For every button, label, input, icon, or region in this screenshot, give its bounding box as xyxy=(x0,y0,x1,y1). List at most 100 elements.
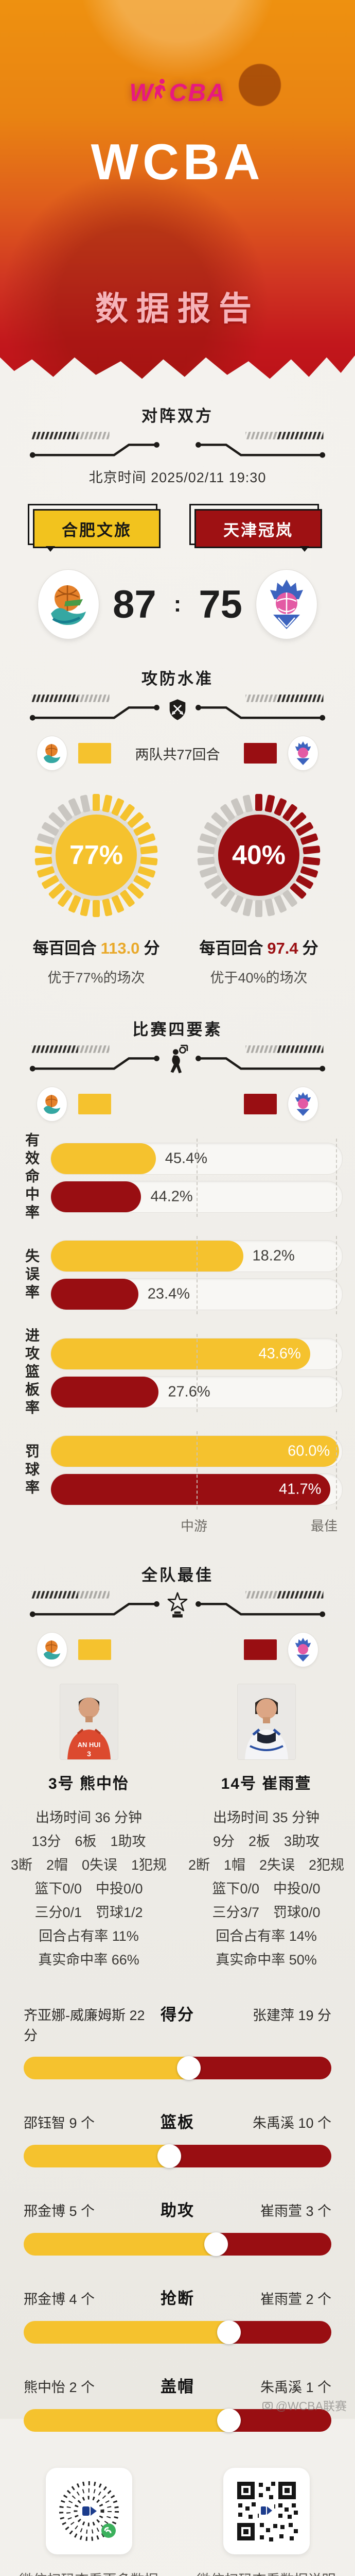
factor-group-ftr: 罚球率 60.0% 41.7% xyxy=(0,1429,355,1512)
away-share-bar xyxy=(188,2057,331,2079)
home-rating-gauge: 77% xyxy=(32,791,161,920)
away-color-swatch xyxy=(244,743,277,764)
trophy-star-icon xyxy=(167,1592,188,1618)
hero-banner: W CBA WCBA 数据报告 xyxy=(0,0,355,379)
divider-dot xyxy=(204,2232,228,2256)
qr-caption-left: 微信扫码查看更多数据 xyxy=(12,2569,166,2576)
player-stats: 出场时间 35 分钟 9分 2板 3助攻 2断 1帽 2失误 2犯规 篮下0/0… xyxy=(177,1806,355,1972)
stat-line: 真实命中率 50% xyxy=(216,1952,317,1968)
home-bar-value: 60.0% xyxy=(288,1443,330,1460)
factor-label: 进攻篮板率 xyxy=(24,1328,40,1418)
logo-text-cba: CBA xyxy=(169,79,226,107)
qr-code xyxy=(223,2468,310,2554)
away-bar-value: 41.7% xyxy=(279,1481,322,1498)
stat-line: 三分3/7 罚球0/0 xyxy=(212,1905,321,1920)
svg-text:3: 3 xyxy=(87,1750,91,1758)
home-percentile-note: 优于77%的场次 xyxy=(47,970,145,986)
factor-label: 失误率 xyxy=(24,1248,40,1302)
away-mini-logo xyxy=(288,1633,318,1667)
home-bar xyxy=(51,1338,310,1369)
home-leader: 齐亚娜-威廉姆斯 22 分 xyxy=(24,2008,145,2043)
leader-row-steals: 邢金博 4 个 抢断 崔雨萱 2 个 xyxy=(0,2285,355,2344)
stat-line: 回合占有率 11% xyxy=(39,1928,139,1944)
section-divider xyxy=(29,1044,326,1074)
best-players-row: AN HUI 3 3号 熊中怡 出场时间 36 分钟 13分 6板 1助攻 3断… xyxy=(0,1684,355,1972)
game-datetime: 北京时间 2025/02/11 19:30 xyxy=(88,470,267,485)
factor-label: 罚球率 xyxy=(24,1443,40,1498)
stat-label: 抢断 xyxy=(161,2290,194,2308)
matchup-section: 对阵双方 北京时间 2025/02/11 19:30 合肥文旅 天津冠岚 xyxy=(0,403,355,639)
away-bar xyxy=(51,1376,159,1408)
home-leader: 邢金博 4 个 xyxy=(24,2292,95,2307)
away-bar xyxy=(51,1181,141,1212)
away-leader: 朱禹溪 1 个 xyxy=(260,2380,331,2395)
teams-legend xyxy=(0,1633,355,1667)
home-team-banner: 合肥文旅 xyxy=(33,509,161,552)
divider-dot xyxy=(176,2056,201,2080)
stat-line: 三分0/1 罚球1/2 xyxy=(34,1905,143,1920)
away-bar-value: 44.2% xyxy=(150,1188,193,1205)
home-bar xyxy=(51,1241,243,1272)
comparison-bar xyxy=(24,2320,331,2344)
away-bar-value: 23.4% xyxy=(147,1285,190,1302)
player-stats: 出场时间 36 分钟 13分 6板 1助攻 3断 2帽 0失误 1犯规 篮下0/… xyxy=(0,1806,177,1972)
away-share-bar xyxy=(216,2233,331,2256)
shield-swords-icon xyxy=(169,699,186,720)
qr-caption-right: 微信扫码查看数据说明 xyxy=(189,2569,344,2576)
camera-icon xyxy=(262,2402,273,2410)
basketball-player-icon xyxy=(170,1044,188,1074)
section-divider xyxy=(29,1591,326,1618)
score-row: 87 : 75 xyxy=(0,570,355,639)
logo-text-w: W xyxy=(129,79,154,107)
home-bar-track: 18.2% xyxy=(50,1236,343,1276)
away-bar-track: 27.6% xyxy=(50,1371,343,1412)
home-share-bar xyxy=(24,2145,170,2167)
section-divider xyxy=(29,432,326,458)
home-logo-art xyxy=(51,585,86,625)
leader-row-points: 齐亚娜-威廉姆斯 22 分 得分 张建萍 19 分 xyxy=(0,2002,355,2080)
qr-data-notes: 微信扫码查看数据说明 xyxy=(189,2468,344,2576)
rating-gauges: 77% 每百回合 113.0 分 优于77%的场次 40% 每百回合 97.4 分 优于… xyxy=(0,791,355,987)
home-rating-value: 77% xyxy=(56,815,137,896)
home-bar-value: 18.2% xyxy=(252,1247,295,1264)
home-color-swatch xyxy=(78,1094,111,1114)
qr-section: 微信扫码查看更多数据 xyxy=(0,2468,355,2576)
per100-number: 97.4 xyxy=(267,939,298,957)
home-bar-track: 45.4% xyxy=(50,1138,343,1179)
player-photo xyxy=(237,1684,295,1759)
home-mini-logo xyxy=(37,1633,67,1667)
away-per100: 每百回合 97.4 分 xyxy=(189,935,328,958)
percentile-axis: 中游 最佳 xyxy=(50,1516,338,1534)
away-best-player: 14号 崔雨萱 出场时间 35 分钟 9分 2板 3助攻 2断 1帽 2失误 2… xyxy=(177,1684,355,1972)
home-share-bar xyxy=(24,2057,189,2079)
wcba-league-logo: W CBA xyxy=(0,78,355,107)
section-title-team-best: 全队最佳 xyxy=(141,1566,214,1584)
home-share-bar xyxy=(24,2321,229,2344)
away-share-bar xyxy=(228,2321,331,2344)
axis-label-best: 最佳 xyxy=(310,1518,338,1534)
away-score: 75 xyxy=(199,582,242,626)
away-rating-block: 40% 每百回合 97.4 分 优于40%的场次 xyxy=(189,791,328,987)
player-name: 14号 崔雨萱 xyxy=(221,1775,312,1792)
away-mini-logo xyxy=(288,736,318,770)
home-leader: 邢金博 5 个 xyxy=(24,2204,95,2219)
home-bar-track: 60.0% xyxy=(50,1431,343,1471)
stat-line: 篮下0/0 中投0/0 xyxy=(34,1881,143,1896)
away-bar-track: 41.7% xyxy=(50,1469,343,1510)
divider-dot xyxy=(217,2409,241,2432)
away-team-logo xyxy=(256,570,317,639)
away-team-name: 天津冠岚 xyxy=(223,521,293,539)
home-leader: 邵钰智 9 个 xyxy=(24,2115,95,2131)
home-rating-block: 77% 每百回合 113.0 分 优于77%的场次 xyxy=(27,791,166,987)
section-title-four-factors: 比赛四要素 xyxy=(132,1021,223,1039)
per100-number: 113.0 xyxy=(100,939,140,957)
factor-group-efg: 有效命中率 45.4% 44.2% xyxy=(0,1132,355,1223)
teams-legend: 两队共77回合 xyxy=(0,736,355,770)
away-mini-logo xyxy=(288,1087,318,1121)
away-bar xyxy=(51,1279,138,1310)
watermark: @WCBA联赛 xyxy=(262,2396,347,2414)
teams-legend xyxy=(0,1087,355,1121)
factor-group-oreb: 进攻篮板率 43.6% 27.6% xyxy=(0,1328,355,1418)
per100-unit: 分 xyxy=(144,939,160,957)
